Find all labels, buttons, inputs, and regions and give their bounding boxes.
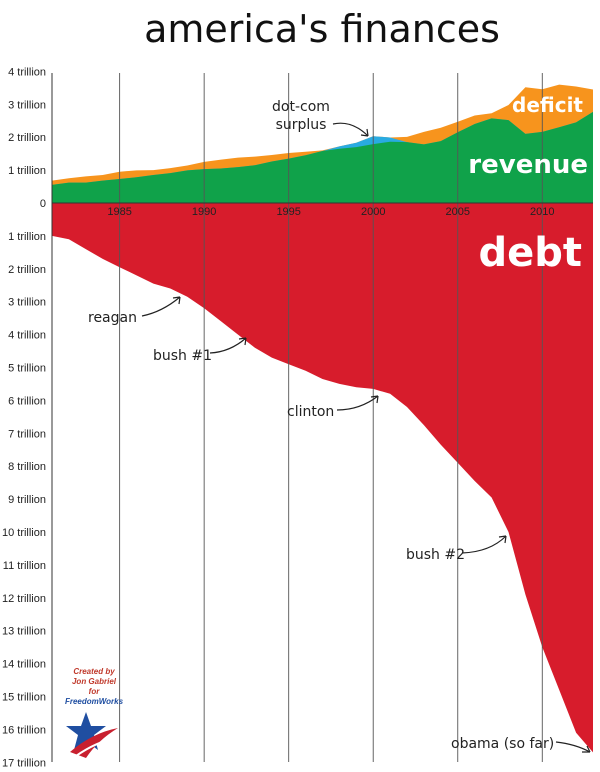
y-tick-label: 8 trillion [8,461,46,473]
annotation-reagan-arrow [141,296,181,317]
y-tick-label: 10 trillion [2,527,46,539]
revenue-label: revenue [468,150,588,180]
freedomworks-star-icon [66,712,118,758]
annotation-bush1-text: bush #1 [153,348,212,364]
y-tick-label: 2 trillion [8,264,46,276]
y-tick-labels: 4 trillion 3 trillion 2 trillion 1 trillion… [2,66,46,769]
annotation-dotcom-arrow [332,122,369,137]
annotation-clinton: clinton [287,395,379,420]
x-tick-label: 2010 [530,206,554,218]
annotation-dotcom-line1: dot-com [272,99,330,115]
debt-label: debt [478,230,582,276]
y-tick-label: 17 trillion [2,757,46,769]
credit-line3: for [89,687,101,696]
x-tick-label: 2005 [446,206,470,218]
x-tick-label: 1990 [192,206,216,218]
y-tick-label: 9 trillion [8,494,46,506]
chart-title: america's finances [144,7,500,51]
y-tick-label: 4 trillion [8,330,46,342]
annotation-bush1-arrow [209,337,247,354]
annotation-bush2: bush #2 [406,535,507,563]
x-tick-label: 2000 [361,206,385,218]
y-tick-label: 0 [40,198,46,210]
y-tick-label: 1 trillion [8,231,46,243]
y-tick-label: 5 trillion [8,363,46,375]
x-tick-label: 1995 [276,206,300,218]
y-tick-label: 6 trillion [8,395,46,407]
annotation-obama: obama (so far) [451,736,591,753]
annotation-clinton-arrow [336,395,379,411]
y-tick-label: 12 trillion [2,593,46,605]
annotation-obama-text: obama (so far) [451,736,554,752]
credit-line4: FreedomWorks [65,697,124,706]
y-tick-label: 13 trillion [2,626,46,638]
y-tick-label: 1 trillion [8,165,46,177]
annotation-bush2-text: bush #2 [406,547,465,563]
y-tick-label: 15 trillion [2,692,46,704]
annotation-bush2-arrow [461,535,507,554]
annotation-dotcom-line2: surplus [276,117,327,133]
credit-line1: Created by [73,667,115,676]
gridlines [119,73,543,762]
y-tick-label: 14 trillion [2,659,46,671]
y-tick-label: 3 trillion [8,297,46,309]
annotation-dotcom: dot-com surplus [272,99,369,137]
debt-area [52,203,593,753]
x-tick-labels: 1985 1990 1995 2000 2005 2010 [107,206,554,218]
x-tick-label: 1985 [107,206,131,218]
y-tick-label: 3 trillion [8,99,46,111]
annotation-reagan-text: reagan [88,310,137,326]
credit-block: Created by Jon Gabriel for FreedomWorks [65,667,124,758]
y-tick-label: 7 trillion [8,428,46,440]
y-tick-label: 11 trillion [3,560,46,572]
annotation-clinton-text: clinton [287,404,334,420]
annotation-bush1: bush #1 [153,337,247,364]
deficit-label: deficit [512,93,583,117]
annotation-obama-arrow [555,741,591,753]
credit-line2: Jon Gabriel [72,677,117,686]
annotation-reagan: reagan [88,296,181,326]
y-tick-label: 4 trillion [8,66,46,78]
y-tick-label: 2 trillion [8,132,46,144]
y-tick-label: 16 trillion [2,724,46,736]
